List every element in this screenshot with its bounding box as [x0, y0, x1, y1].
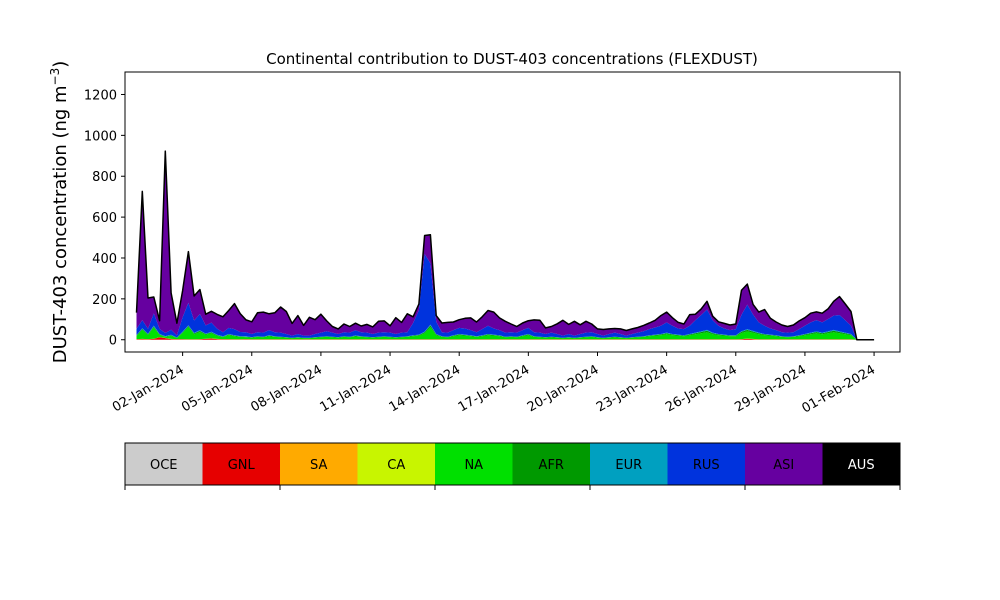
area-rus [136, 253, 875, 340]
total-line-layer [135, 150, 875, 341]
x-tick-label: 01-Feb-2024 [800, 362, 879, 416]
area-asi [136, 151, 875, 340]
plot-frame [124, 71, 901, 353]
y-tick-label: 0 [109, 334, 117, 349]
legend-label-na: NA [464, 458, 483, 473]
legend-swatch-ca [357, 443, 435, 485]
legend-swatch-asi [745, 443, 823, 485]
y-tick-label: 1200 [84, 88, 117, 103]
legend-label-ca: CA [387, 458, 405, 473]
legend-swatch-na [435, 443, 513, 485]
legend-label-gnl: GNL [228, 458, 256, 473]
legend-swatch-gnl [202, 443, 280, 485]
y-axis: 0 200 400 600 800 1000 1200 [84, 88, 125, 349]
x-tick-label: 14-Jan-2024 [387, 362, 464, 415]
legend-swatch-eur [590, 443, 668, 485]
y-axis-label: DUST-403 concentration (ng m−3) [48, 61, 71, 364]
y-tick-label: 400 [92, 252, 117, 267]
x-tick-label: 02-Jan-2024 [110, 362, 187, 415]
legend-colorbar: OCE GNL SA CA NA AFR EUR RUS ASI AUS [124, 442, 901, 490]
x-tick-label: 11-Jan-2024 [317, 362, 394, 415]
y-tick-label: 800 [92, 170, 117, 185]
total-line [135, 150, 875, 341]
x-tick-label: 17-Jan-2024 [456, 362, 533, 415]
area-gnl [136, 337, 875, 340]
legend-swatch-sa [280, 443, 358, 485]
legend-label-asi: ASI [773, 458, 794, 473]
legend-swatch-rus [667, 443, 745, 485]
area-ca [136, 337, 875, 340]
x-tick-label: 08-Jan-2024 [248, 362, 325, 415]
y-axis-label-unit-exponent: −3 [48, 68, 62, 86]
chart-title: Continental contribution to DUST-403 con… [266, 50, 758, 68]
legend-swatch-aus [822, 443, 900, 485]
legend-label-aus: AUS [848, 458, 875, 473]
y-axis-label-close: ) [50, 61, 71, 68]
x-tick-label: 20-Jan-2024 [525, 362, 602, 415]
legend-swatch-afr [512, 443, 590, 485]
x-tick-label: 05-Jan-2024 [179, 362, 256, 415]
legend-label-rus: RUS [693, 458, 720, 473]
legend-label-sa: SA [310, 458, 327, 473]
area-na [136, 327, 875, 340]
legend-frame [124, 442, 901, 486]
y-tick-label: 600 [92, 211, 117, 226]
stacked-area-layer [136, 151, 875, 340]
y-axis-label-text: DUST-403 concentration (ng m [50, 85, 71, 363]
legend-label-afr: AFR [539, 458, 564, 473]
legend-label-oce: OCE [150, 458, 178, 473]
legend-swatch-oce [125, 443, 203, 485]
y-tick-label: 1000 [84, 129, 117, 144]
x-axis: 02-Jan-202405-Jan-202408-Jan-202411-Jan-… [110, 352, 878, 416]
x-tick-label: 26-Jan-2024 [663, 362, 740, 415]
x-tick-label: 23-Jan-2024 [594, 362, 671, 415]
legend-label-eur: EUR [615, 458, 642, 473]
x-tick-label: 29-Jan-2024 [732, 362, 809, 415]
y-tick-label: 200 [92, 293, 117, 308]
